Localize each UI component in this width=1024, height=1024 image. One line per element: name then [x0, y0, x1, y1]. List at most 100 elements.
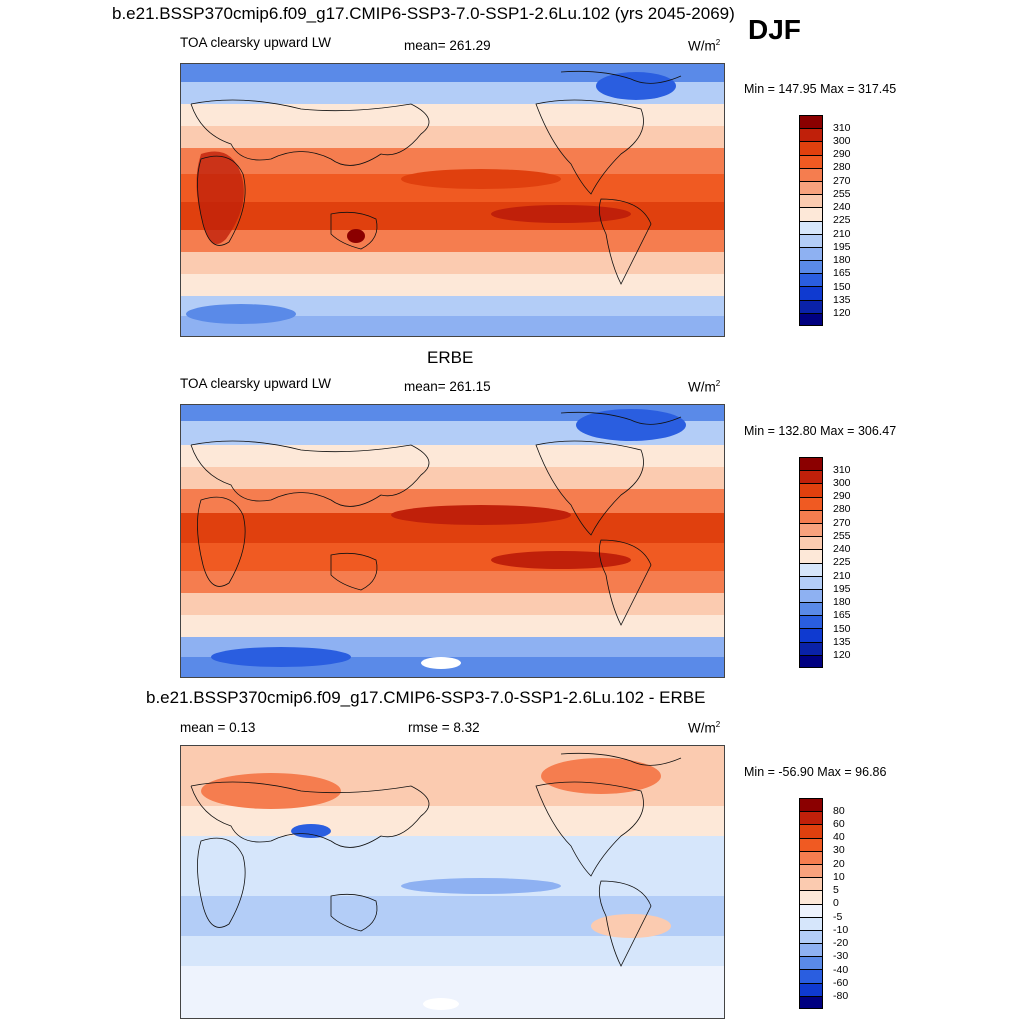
colorbar-swatch	[799, 246, 823, 261]
colorbar-label: 300	[833, 477, 851, 489]
colorbar-swatch	[799, 128, 823, 142]
colorbar-swatch	[799, 798, 823, 812]
colorbar-swatch	[799, 969, 823, 983]
panel2-map	[180, 404, 725, 678]
colorbar-label: 270	[833, 175, 851, 187]
colorbar-label: 165	[833, 267, 851, 279]
colorbar-label: 180	[833, 254, 851, 266]
colorbar-label: 290	[833, 490, 851, 502]
panel2-minmax: Min = 132.80 Max = 306.47	[744, 424, 897, 438]
colorbar-label: 300	[833, 135, 851, 147]
colorbar-swatch	[799, 943, 823, 957]
colorbar-swatch	[799, 220, 823, 234]
colorbar-swatch	[799, 982, 823, 996]
colorbar-swatch	[799, 260, 823, 274]
panel3-mean: mean = 0.13	[180, 720, 256, 735]
colorbar-swatch	[799, 483, 823, 497]
colorbar-label: 10	[833, 871, 845, 883]
colorbar-swatch	[799, 562, 823, 576]
panel1-mean: mean= 261.29	[404, 38, 491, 53]
colorbar-swatch	[799, 194, 823, 208]
colorbar-label: 310	[833, 122, 851, 134]
colorbar-label: 290	[833, 148, 851, 160]
colorbar-label: 5	[833, 884, 839, 896]
colorbar-swatch	[799, 641, 823, 655]
colorbar-swatch	[799, 863, 823, 878]
colorbar-label: -60	[833, 977, 849, 989]
colorbar-swatch	[799, 588, 823, 603]
colorbar-swatch	[799, 549, 823, 563]
colorbar-swatch	[799, 299, 823, 313]
colorbar-swatch	[799, 536, 823, 550]
colorbar-swatch	[799, 470, 823, 484]
colorbar-label: 240	[833, 543, 851, 555]
panel2-units: W/m2	[688, 379, 721, 395]
panel3-map	[180, 745, 725, 1019]
panel3-minmax: Min = -56.90 Max = 96.86	[744, 765, 887, 779]
colorbar-swatch	[799, 654, 823, 668]
colorbar-label: 30	[833, 844, 845, 856]
colorbar-label: 240	[833, 201, 851, 213]
colorbar-label: 280	[833, 503, 851, 515]
colorbar-label: 60	[833, 818, 845, 830]
colorbar-swatch	[799, 995, 823, 1009]
colorbar-swatch	[799, 115, 823, 129]
colorbar-swatch	[799, 602, 823, 616]
colorbar-label: 0	[833, 897, 839, 909]
colorbar-label: 225	[833, 556, 851, 568]
colorbar-label: 280	[833, 161, 851, 173]
colorbar-label: 195	[833, 241, 851, 253]
colorbar-label: 135	[833, 636, 851, 648]
colorbar-label: 120	[833, 307, 851, 319]
colorbar-swatch	[799, 615, 823, 629]
colorbar-swatch	[799, 575, 823, 589]
colorbar-label: 150	[833, 623, 851, 635]
colorbar-label: 225	[833, 214, 851, 226]
colorbar-swatch	[799, 233, 823, 247]
colorbar-label: -80	[833, 990, 849, 1002]
colorbar-swatch	[799, 824, 823, 838]
colorbar-label: 310	[833, 464, 851, 476]
colorbar-label: 150	[833, 281, 851, 293]
colorbar-label: 180	[833, 596, 851, 608]
colorbar-swatch	[799, 286, 823, 300]
colorbar-label: 40	[833, 831, 845, 843]
colorbar-swatch	[799, 903, 823, 917]
panel2-left-label: TOA clearsky upward LW	[180, 376, 332, 391]
panel1-title: b.e21.BSSP370cmip6.f09_g17.CMIP6-SSP3-7.…	[112, 4, 735, 23]
panel3-rmse: rmse = 8.32	[408, 720, 480, 735]
colorbar-label: 135	[833, 294, 851, 306]
colorbar-label: 80	[833, 805, 845, 817]
colorbar-swatch	[799, 628, 823, 642]
colorbar-swatch	[799, 180, 823, 195]
colorbar-swatch	[799, 522, 823, 537]
colorbar-label: -30	[833, 950, 849, 962]
colorbar-label: 165	[833, 609, 851, 621]
colorbar-label: 195	[833, 583, 851, 595]
colorbar-label: 120	[833, 649, 851, 661]
colorbar-swatch	[799, 877, 823, 891]
colorbar-label: 210	[833, 228, 851, 240]
colorbar-label: -20	[833, 937, 849, 949]
colorbar-swatch	[799, 837, 823, 851]
colorbar-label: 255	[833, 188, 851, 200]
panel1-colorbar	[799, 115, 823, 326]
colorbar-swatch	[799, 141, 823, 155]
panel2-colorbar	[799, 457, 823, 668]
panel2-title: ERBE	[427, 348, 474, 367]
colorbar-swatch	[799, 154, 823, 168]
colorbar-label: 255	[833, 530, 851, 542]
panel1-units: W/m2	[688, 38, 721, 54]
colorbar-swatch	[799, 916, 823, 930]
colorbar-label: 270	[833, 517, 851, 529]
panel3-units: W/m2	[688, 720, 721, 736]
colorbar-swatch	[799, 929, 823, 944]
season-label: DJF	[748, 14, 801, 45]
colorbar-swatch	[799, 273, 823, 287]
colorbar-label: -5	[833, 911, 843, 923]
panel3-title: b.e21.BSSP370cmip6.f09_g17.CMIP6-SSP3-7.…	[146, 688, 706, 707]
panel3-colorbar	[799, 798, 823, 1009]
colorbar-swatch	[799, 956, 823, 970]
colorbar-label: -10	[833, 924, 849, 936]
colorbar-label: 210	[833, 570, 851, 582]
